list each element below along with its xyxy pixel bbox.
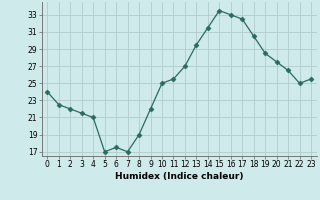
X-axis label: Humidex (Indice chaleur): Humidex (Indice chaleur) — [115, 172, 244, 181]
